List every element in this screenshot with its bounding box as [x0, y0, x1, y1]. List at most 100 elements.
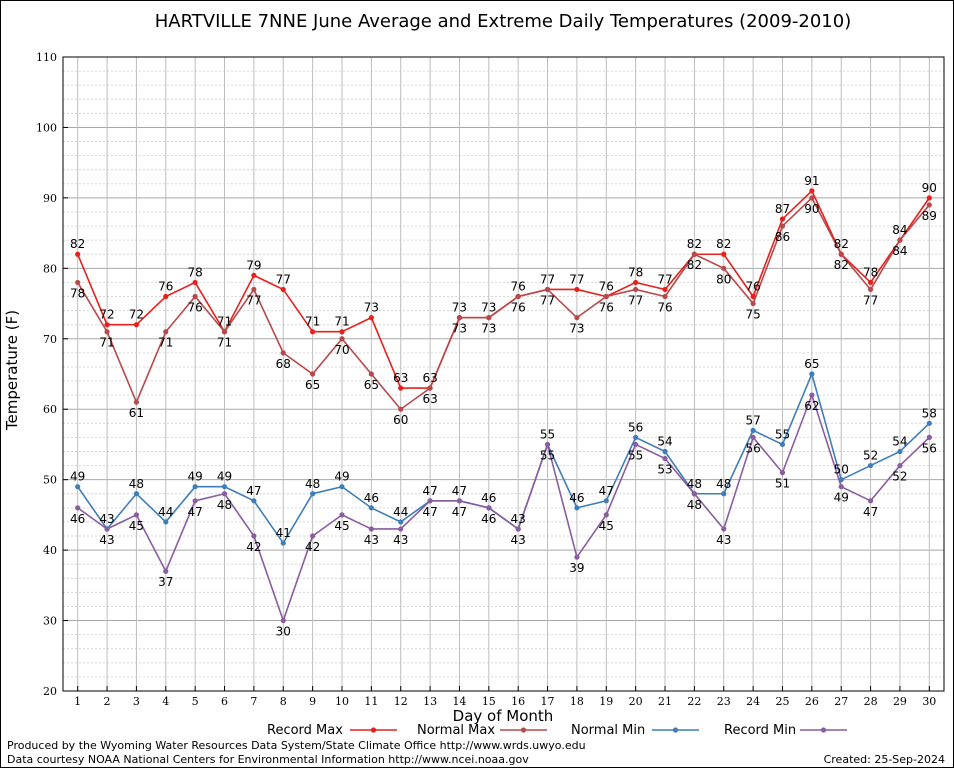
- record-max-data-label: 77: [657, 272, 672, 286]
- normal-min-point: [779, 441, 786, 448]
- record-max-data-label: 72: [99, 308, 114, 322]
- legend-marker-normal-min: [672, 727, 679, 733]
- normal-max-data-label: 60: [393, 413, 408, 427]
- record-min-data-label: 48: [217, 498, 232, 512]
- normal-max-point: [897, 237, 903, 243]
- normal-max-point: [310, 371, 316, 377]
- normal-max-point: [574, 315, 580, 321]
- record-min-point: [897, 462, 903, 469]
- x-tick-label: 21: [658, 695, 672, 708]
- record-min-point: [809, 392, 815, 398]
- record-max-data-label: 78: [188, 265, 203, 279]
- x-tick-label: 23: [717, 695, 731, 708]
- record-min-data-label: 43: [716, 533, 731, 547]
- x-tick-label: 13: [423, 695, 437, 708]
- x-tick-label: 29: [893, 695, 907, 708]
- record-min-point: [163, 568, 169, 574]
- normal-min-data-label: 49: [334, 470, 349, 484]
- normal-max-point: [867, 286, 874, 293]
- normal-min-point: [221, 484, 228, 490]
- record-max-data-label: 76: [158, 280, 173, 294]
- record-max-data-label: 82: [687, 237, 702, 251]
- normal-max-data-label: 80: [716, 272, 731, 286]
- record-min-point: [867, 498, 874, 504]
- record-max-data-label: 82: [716, 237, 731, 251]
- normal-max-data-label: 71: [99, 336, 114, 350]
- record-min-point: [251, 533, 257, 539]
- y-tick-label: 80: [43, 262, 57, 275]
- x-tick-label: 15: [482, 695, 496, 708]
- legend-label-normal-max: Normal Max: [417, 723, 495, 738]
- record-min-data-label: 55: [540, 448, 555, 462]
- record-max-data-label: 90: [922, 181, 937, 195]
- normal-min-data-label: 48: [129, 477, 144, 491]
- record-max-data-label: 77: [569, 272, 584, 286]
- record-min-point: [221, 491, 228, 497]
- x-tick-label: 3: [133, 695, 140, 708]
- record-max-data-label: 73: [364, 301, 379, 315]
- normal-max-point: [662, 293, 668, 300]
- record-max-point: [192, 279, 198, 286]
- x-tick-label: 24: [746, 695, 760, 708]
- normal-max-point: [280, 350, 286, 356]
- record-min-data-label: 55: [628, 448, 643, 462]
- normal-min-data-label: 46: [569, 491, 584, 505]
- record-min-data-label: 49: [834, 491, 849, 505]
- legend-label-record-min: Record Min: [724, 723, 796, 738]
- x-tick-label: 28: [864, 695, 878, 708]
- record-max-data-label: 87: [775, 202, 790, 216]
- record-min-data-label: 37: [158, 575, 173, 589]
- record-max-point: [339, 329, 345, 335]
- record-max-point: [104, 322, 110, 328]
- x-tick-label: 4: [162, 695, 169, 708]
- normal-min-data-label: 47: [422, 484, 437, 498]
- record-min-line: [77, 392, 930, 623]
- record-max-data-label: 63: [393, 371, 408, 385]
- normal-max-point: [251, 286, 257, 293]
- x-tick-label: 2: [104, 695, 111, 708]
- record-min-data-label: 43: [511, 533, 526, 547]
- normal-max-point: [544, 286, 551, 293]
- normal-max-data-label: 76: [188, 301, 203, 315]
- normal-max-data-label: 65: [305, 378, 320, 392]
- normal-min-point: [662, 448, 668, 455]
- normal-min-point: [192, 484, 198, 490]
- normal-min-data-label: 58: [922, 406, 937, 420]
- normal-max-line: [76, 196, 930, 411]
- normal-max-data-label: 68: [276, 357, 291, 371]
- x-tick-label: 14: [452, 695, 466, 708]
- normal-max-point: [456, 315, 463, 321]
- record-min-data-label: 43: [99, 533, 114, 547]
- normal-min-point: [310, 491, 316, 497]
- normal-max-data-label: 61: [129, 406, 144, 420]
- footer-created: Created: 25-Sep-2024: [824, 753, 945, 766]
- normal-min-point: [251, 498, 257, 504]
- normal-max-data-label: 73: [481, 322, 496, 336]
- normal-min-data-label: 54: [657, 434, 672, 448]
- record-max-data-label: 73: [481, 301, 496, 315]
- record-max-data-label: 82: [834, 237, 849, 251]
- x-tick-label: 12: [394, 695, 408, 708]
- normal-max-data-label: 71: [158, 336, 173, 350]
- record-max-point: [750, 293, 756, 300]
- record-min-point: [603, 512, 609, 518]
- normal-max-data-label: 77: [540, 293, 555, 307]
- normal-min-point: [133, 491, 140, 497]
- record-min-data-label: 62: [804, 399, 819, 413]
- normal-min-point: [897, 448, 903, 455]
- normal-max-point: [368, 371, 374, 377]
- normal-max-data-label: 77: [628, 293, 643, 307]
- record-min-point: [721, 526, 727, 532]
- normal-max-data-label: 77: [863, 293, 878, 307]
- record-min-data-label: 47: [188, 505, 203, 519]
- record-max-data-label: 76: [511, 280, 526, 294]
- normal-min-data-label: 48: [687, 477, 702, 491]
- record-max-data-label: 91: [804, 174, 819, 188]
- normal-min-point: [867, 462, 874, 469]
- normal-max-point: [486, 315, 492, 321]
- normal-max-point: [192, 293, 198, 300]
- record-min-data-label: 42: [246, 540, 261, 554]
- data-labels: 82 72 72 76 78 71 79 77 71 71 73 63 63 73 73 76 77 77 76 78…: [70, 174, 937, 639]
- record-max-point: [809, 188, 815, 194]
